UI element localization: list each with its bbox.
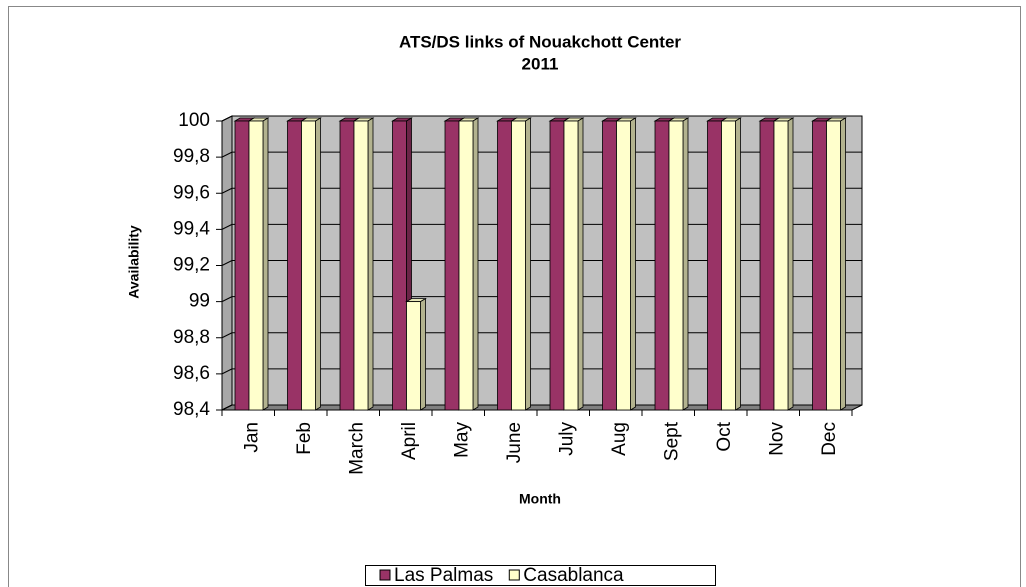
bar xyxy=(759,120,775,411)
x-tick-label: June xyxy=(504,422,525,463)
legend-swatch xyxy=(379,569,391,581)
x-tick-label: Oct xyxy=(714,421,735,451)
bar xyxy=(654,120,670,411)
bar xyxy=(301,120,316,411)
bar-side xyxy=(472,117,479,411)
x-tick-label: Nov xyxy=(766,422,787,456)
legend-swatch xyxy=(508,569,520,581)
bar xyxy=(234,120,250,411)
y-tick-label: 99,8 xyxy=(173,146,210,167)
y-tick-label: 98,8 xyxy=(173,327,210,348)
bar xyxy=(339,120,355,411)
bar xyxy=(668,120,684,411)
y-tick-label: 99,2 xyxy=(173,255,210,276)
bar xyxy=(602,120,617,411)
bar xyxy=(392,120,407,411)
bar xyxy=(826,120,841,411)
bar xyxy=(563,120,579,411)
legend-box xyxy=(365,565,716,586)
bar xyxy=(721,120,736,411)
legend-label: Las Palmas xyxy=(394,565,493,586)
grid-line-side xyxy=(221,115,233,122)
bar xyxy=(497,120,512,411)
y-tick-label: 99,6 xyxy=(173,182,210,203)
bar xyxy=(616,120,631,411)
bar xyxy=(444,120,460,411)
legend-label: Casablanca xyxy=(523,565,624,586)
grid-line-side xyxy=(221,332,233,339)
grid-line-side xyxy=(221,296,233,303)
x-axis-label: Month xyxy=(519,491,561,507)
bar-side xyxy=(630,117,636,411)
bar xyxy=(773,120,789,411)
bar xyxy=(353,120,369,411)
x-tick-label: April xyxy=(399,422,420,460)
bar-side xyxy=(262,117,269,411)
bar xyxy=(287,120,302,411)
chart-title: ATS/DS links of Nouakchott Center xyxy=(399,32,681,51)
x-tick-label: May xyxy=(451,422,472,458)
y-tick-label: 99 xyxy=(189,291,210,312)
bar xyxy=(511,120,526,411)
grid-line-side xyxy=(221,260,233,266)
bar-side xyxy=(420,297,426,411)
y-tick-label: 98,4 xyxy=(173,399,210,420)
y-tick-label: 99,4 xyxy=(173,218,210,239)
x-tick-label: Sept xyxy=(661,421,682,461)
y-tick-label: 98,6 xyxy=(173,363,210,384)
x-tick-label: Feb xyxy=(294,422,315,455)
chart-subtitle: 2011 xyxy=(522,54,559,73)
bar-side xyxy=(525,117,531,411)
bar-side xyxy=(577,117,584,411)
bar-side xyxy=(682,117,689,411)
bar xyxy=(812,120,827,411)
grid-line-side xyxy=(221,368,233,375)
x-tick-label: Dec xyxy=(819,422,840,456)
bar xyxy=(549,120,565,411)
grid-line-side xyxy=(221,151,233,158)
y-tick-label: 100 xyxy=(178,110,210,131)
x-tick-label: Aug xyxy=(609,422,630,456)
bar xyxy=(406,301,421,411)
bar-side xyxy=(367,117,374,411)
x-tick-label: March xyxy=(346,422,367,475)
bar-side xyxy=(735,117,741,411)
bar xyxy=(707,120,722,411)
bar-side xyxy=(840,117,846,411)
x-tick-label: July xyxy=(556,422,577,456)
bar xyxy=(248,120,264,411)
y-axis-label: Availability xyxy=(126,225,142,299)
x-tick-label: Jan xyxy=(241,422,262,453)
grid-line-side xyxy=(221,187,233,194)
bar-side xyxy=(315,117,321,411)
grid-line-side xyxy=(221,404,233,411)
bar-side xyxy=(787,117,794,411)
bar xyxy=(458,120,474,411)
grid-line-side xyxy=(221,223,233,230)
